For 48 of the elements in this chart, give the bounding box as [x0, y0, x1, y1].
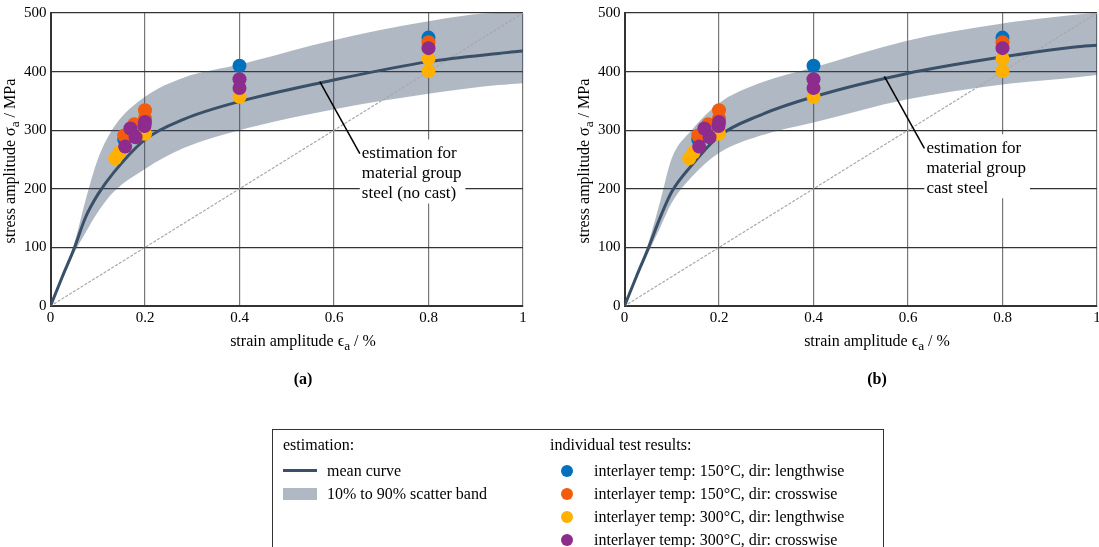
legend-label: interlayer temp: 300°C, dir: crosswise — [594, 530, 838, 547]
x-tick-label: 0.2 — [135, 308, 155, 325]
point — [806, 81, 821, 96]
x-tick-label: 0.4 — [230, 308, 250, 325]
x-tick-label: 0.8 — [419, 308, 438, 325]
y-tick-label: 100 — [598, 238, 621, 255]
y-tick-label: 0 — [613, 296, 621, 313]
x-axis-title: strain amplitude ϵ$_{a}$ / % — [803, 332, 951, 355]
x-tick-label: 1 — [519, 308, 527, 325]
legend-title: individual test results: — [550, 436, 693, 455]
point — [692, 139, 707, 154]
y-tick-label: 200 — [24, 179, 47, 196]
point — [702, 130, 717, 145]
text: (b) — [866, 370, 888, 388]
x-tick-label: 0.2 — [709, 308, 729, 325]
legend-title: estimation: — [283, 436, 356, 455]
y-tick-label: 400 — [24, 62, 47, 79]
legend-label: interlayer temp: 150°C, dir: crosswise — [594, 484, 838, 503]
point — [128, 130, 143, 145]
y-tick-label: 300 — [598, 121, 621, 138]
point — [806, 58, 821, 73]
x-tick-label: 0.6 — [898, 308, 918, 325]
y-tick-label: 200 — [598, 179, 621, 196]
y-tick-label: 500 — [24, 3, 47, 20]
legend-label: interlayer temp: 150°C, dir: lengthwise — [594, 461, 845, 480]
point — [995, 41, 1010, 56]
x-tick-label: 0.4 — [804, 308, 824, 325]
x-tick-label: 1 — [1093, 308, 1099, 325]
y-tick-label: 500 — [598, 3, 621, 20]
x-axis-title: strain amplitude ϵ$_{a}$ / % — [229, 332, 377, 355]
point — [421, 41, 436, 56]
legend-label: mean curve — [327, 461, 402, 480]
point — [421, 64, 436, 79]
point — [995, 64, 1010, 79]
text: (a) — [292, 370, 314, 388]
point — [232, 81, 247, 96]
annotation: estimation for material group cast steel — [926, 137, 1026, 197]
y-tick-label: 400 — [598, 62, 621, 79]
annotation: estimation for material group steel (no cast) — [361, 143, 462, 203]
legend-label: interlayer temp: 300°C, dir: lengthwise — [594, 507, 845, 526]
y-tick-label: 100 — [24, 238, 47, 255]
y-tick-label: 300 — [24, 121, 47, 138]
y-tick-label: 0 — [39, 296, 47, 313]
point — [232, 58, 247, 73]
point — [118, 139, 133, 154]
text: 10% to 90% scatter band — [327, 484, 487, 503]
x-tick-label: 0.6 — [324, 308, 344, 325]
x-tick-label: 0.8 — [993, 308, 1012, 325]
